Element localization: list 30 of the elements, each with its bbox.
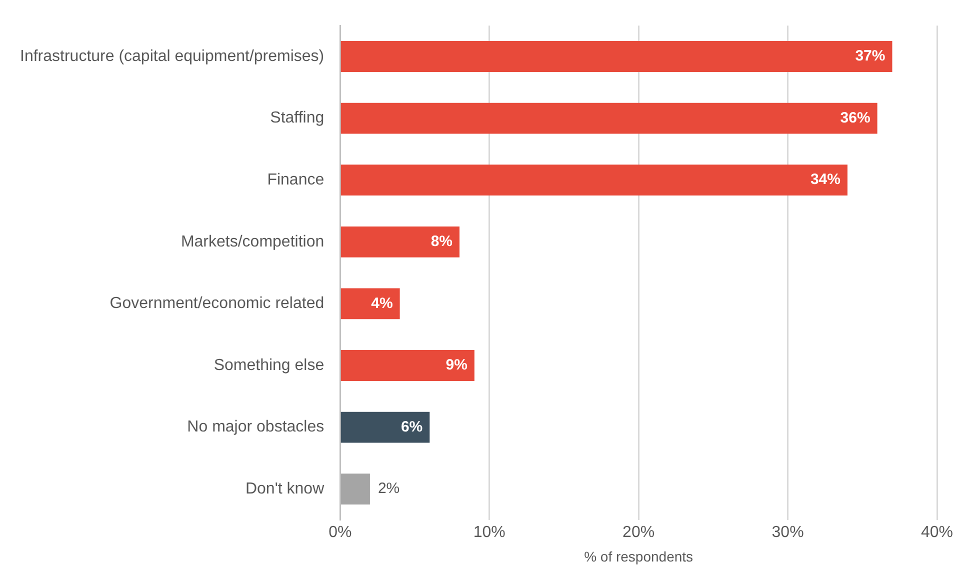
- y-tick-label: Something else: [214, 356, 324, 374]
- y-tick-label: Markets/competition: [180, 233, 324, 250]
- bar: [340, 474, 370, 505]
- bar: [340, 102, 878, 134]
- bar: [340, 412, 430, 443]
- bar: [340, 41, 892, 72]
- data-label: 9%: [446, 356, 468, 374]
- data-label: 8%: [430, 233, 452, 250]
- x-tick-label: 10%: [473, 524, 506, 542]
- bar: [340, 288, 400, 320]
- x-tick-label: 20%: [622, 524, 655, 542]
- data-label: 34%: [810, 171, 840, 188]
- x-tick-label: 0%: [328, 524, 352, 542]
- data-label: 6%: [400, 418, 423, 436]
- y-tick-label: Don't know: [245, 480, 325, 498]
- bar: [340, 226, 460, 258]
- y-tick-label: Government/economic related: [110, 295, 324, 312]
- data-label: 4%: [371, 294, 393, 312]
- bar: [340, 164, 848, 196]
- data-label: 36%: [840, 109, 870, 126]
- x-tick-label: 40%: [920, 524, 954, 542]
- x-tick-label: 30%: [772, 524, 804, 542]
- data-label: 2%: [378, 480, 400, 498]
- y-tick-label: Infrastructure (capital equipment/premises): [20, 48, 324, 65]
- x-axis-title: % of respondents: [584, 548, 694, 564]
- data-label: 37%: [855, 48, 886, 65]
- y-tick-label: No major obstacles: [187, 418, 324, 436]
- y-tick-label: Finance: [267, 172, 324, 189]
- y-tick-label: Staffing: [270, 110, 324, 127]
- bar: [340, 350, 474, 381]
